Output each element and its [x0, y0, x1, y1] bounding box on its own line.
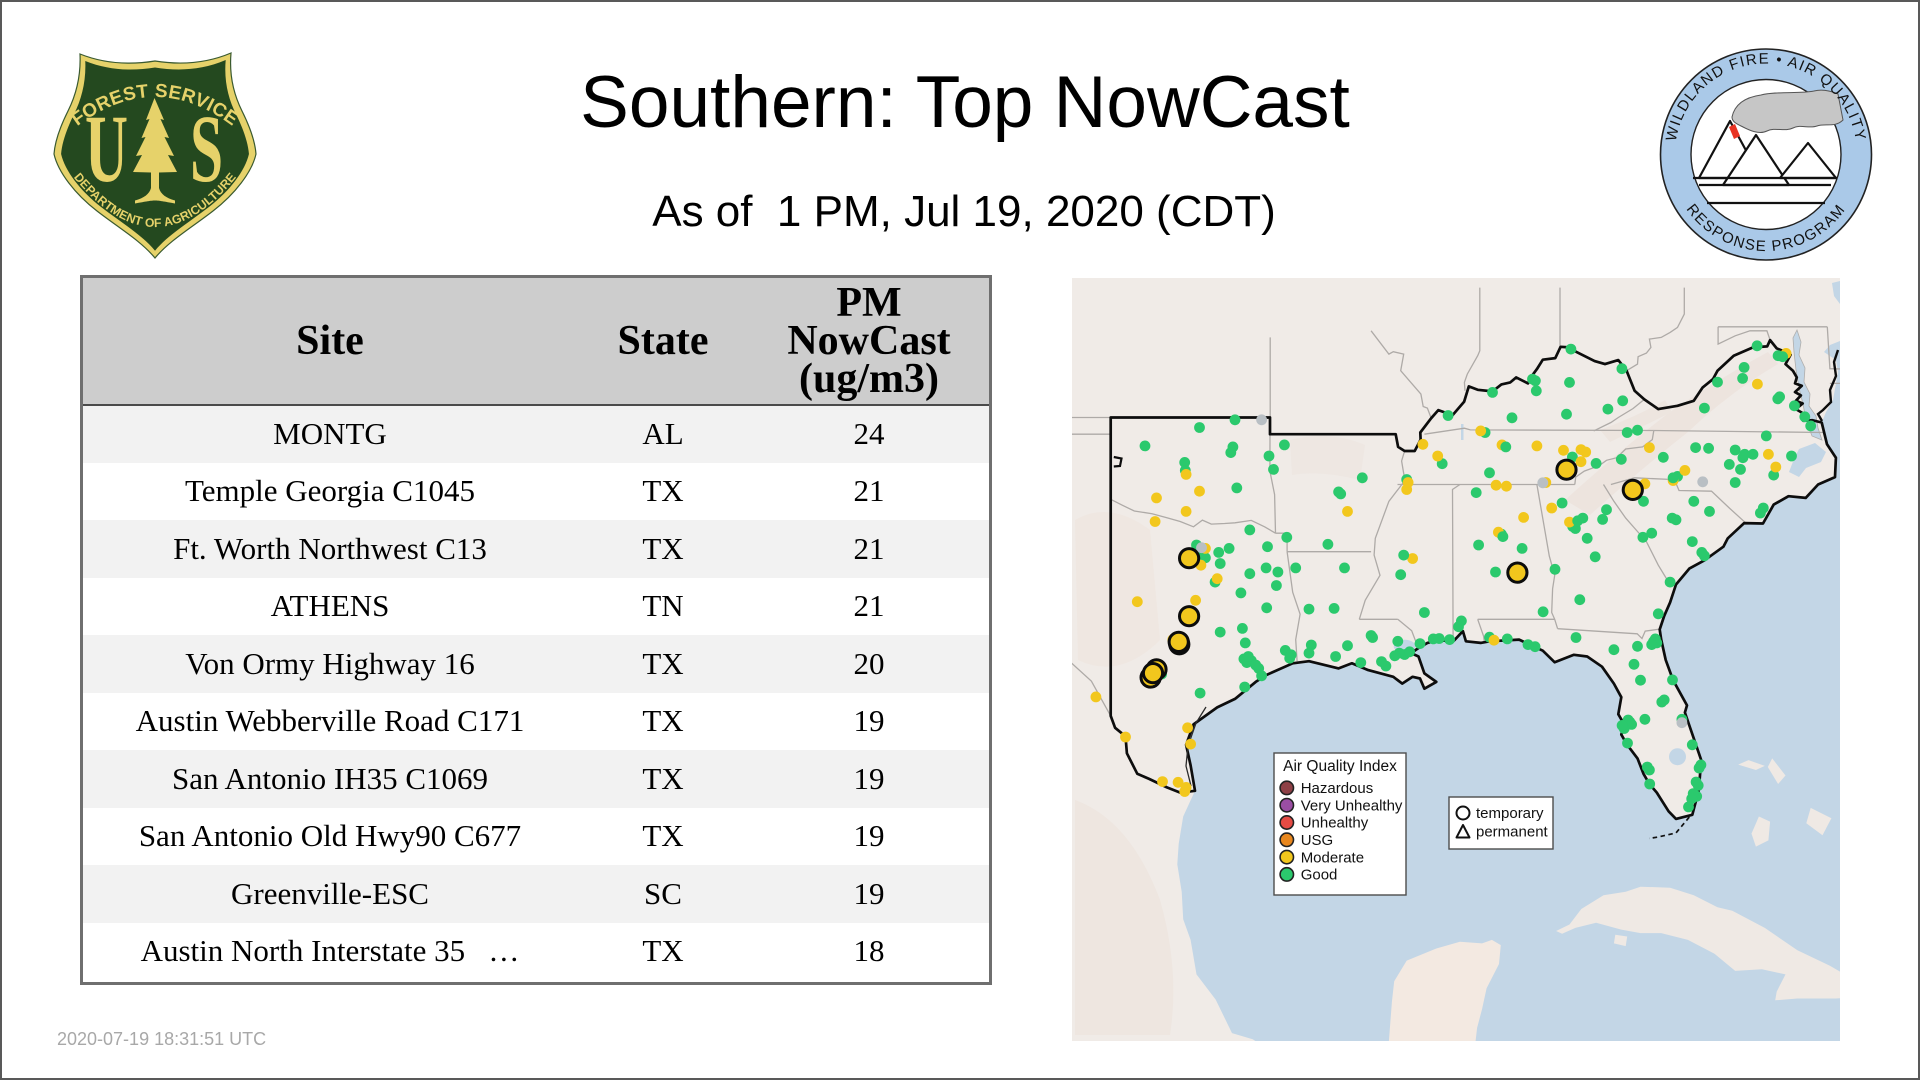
- svg-text:U: U: [85, 97, 128, 203]
- svg-text:Very Unhealthy: Very Unhealthy: [1301, 797, 1403, 814]
- svg-text:USG: USG: [1301, 832, 1334, 849]
- svg-text:Air Quality Index: Air Quality Index: [1283, 758, 1397, 775]
- svg-text:Hazardous: Hazardous: [1301, 780, 1374, 797]
- svg-text:Good: Good: [1301, 867, 1338, 884]
- svg-text:permanent: permanent: [1476, 824, 1549, 841]
- svg-text:Unhealthy: Unhealthy: [1301, 815, 1369, 832]
- svg-text:Moderate: Moderate: [1301, 849, 1364, 866]
- svg-text:S: S: [190, 97, 223, 203]
- svg-text:temporary: temporary: [1476, 805, 1544, 822]
